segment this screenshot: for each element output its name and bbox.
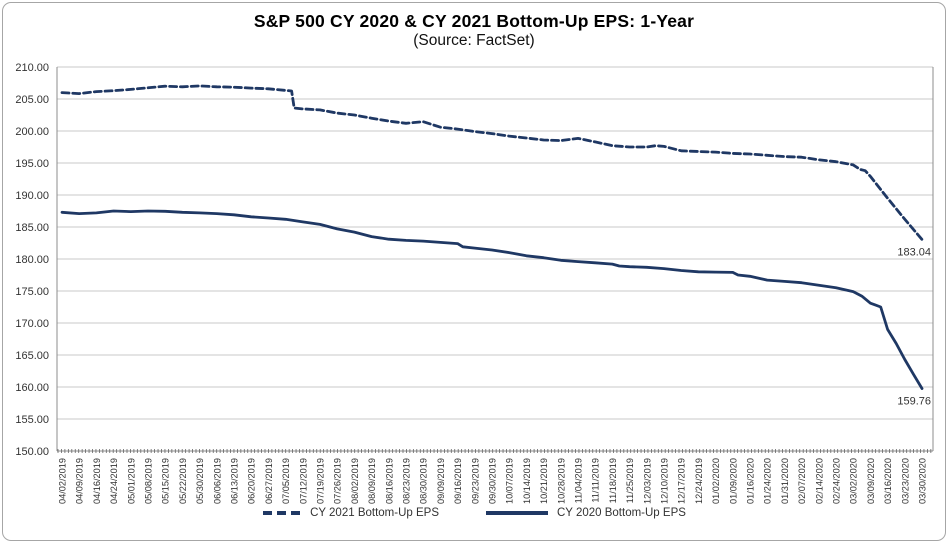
dashed-line-key-icon	[263, 511, 302, 515]
x-tick-label: 09/23/2019	[470, 458, 480, 504]
y-tick-label: 210.00	[15, 62, 49, 74]
x-tick-label: 08/30/2019	[419, 458, 429, 504]
x-tick-label: 02/07/2020	[797, 458, 807, 504]
y-tick-label: 205.00	[15, 94, 49, 106]
legend-item-cy2021: CY 2021 Bottom-Up EPS	[262, 507, 439, 519]
x-tick-label: 12/10/2019	[660, 458, 670, 504]
y-tick-label: 160.00	[15, 382, 49, 394]
x-tick-label: 01/24/2020	[763, 458, 773, 504]
y-tick-label: 185.00	[15, 222, 49, 234]
x-tick-label: 01/16/2020	[746, 458, 756, 504]
x-tick-label: 11/11/2019	[591, 458, 601, 503]
y-tick-label: 165.00	[15, 350, 49, 362]
x-tick-label: 05/01/2019	[126, 458, 136, 504]
x-tick-label: 05/30/2019	[195, 458, 205, 504]
legend-label-cy2020: CY 2020 Bottom-Up EPS	[557, 507, 686, 519]
legend-label-cy2021: CY 2021 Bottom-Up EPS	[310, 507, 439, 519]
y-tick-label: 155.00	[15, 414, 49, 426]
x-tick-label: 05/22/2019	[178, 458, 188, 504]
x-tick-label: 09/16/2019	[453, 458, 463, 504]
x-tick-label: 04/16/2019	[92, 458, 102, 504]
x-tick-label: 03/02/2020	[849, 458, 859, 504]
x-tick-label: 02/24/2020	[832, 458, 842, 504]
x-tick-label: 07/26/2019	[333, 458, 343, 504]
legend: CY 2021 Bottom-Up EPS CY 2020 Bottom-Up …	[0, 507, 948, 519]
x-tick-label: 05/15/2019	[161, 458, 171, 504]
x-tick-label: 07/19/2019	[316, 458, 326, 504]
y-tick-label: 180.00	[15, 254, 49, 266]
x-tick-label: 10/07/2019	[505, 458, 515, 504]
end-value-annotation: 183.04	[897, 247, 931, 259]
x-tick-label: 02/14/2020	[814, 458, 824, 504]
x-tick-label: 12/03/2019	[642, 458, 652, 504]
x-tick-label: 10/28/2019	[556, 458, 566, 504]
x-tick-label: 08/02/2019	[350, 458, 360, 504]
y-tick-label: 170.00	[15, 318, 49, 330]
solid-line-key-icon	[486, 511, 548, 515]
x-tick-label: 04/09/2019	[75, 458, 85, 504]
series-line-cy2020	[60, 209, 924, 390]
y-tick-label: 190.00	[15, 190, 49, 202]
x-tick-label: 04/02/2019	[58, 458, 68, 504]
legend-item-cy2020: CY 2020 Bottom-Up EPS	[485, 507, 686, 519]
x-tick-label: 12/17/2019	[677, 458, 687, 504]
x-tick-label: 01/31/2020	[780, 458, 790, 504]
x-tick-label: 11/25/2019	[625, 458, 635, 503]
x-tick-label: 10/14/2019	[522, 458, 532, 504]
x-tick-label: 08/09/2019	[367, 458, 377, 504]
x-tick-label: 04/24/2019	[109, 458, 119, 504]
x-axis-tick-comb	[57, 449, 932, 453]
x-tick-label: 03/16/2020	[883, 458, 893, 504]
x-tick-label: 06/27/2019	[264, 458, 274, 504]
x-tick-label: 07/12/2019	[298, 458, 308, 504]
x-tick-label: 07/05/2019	[281, 458, 291, 504]
y-tick-label: 150.00	[15, 446, 49, 458]
chart-title: S&P 500 CY 2020 & CY 2021 Bottom-Up EPS:…	[253, 11, 695, 31]
x-tick-label: 06/20/2019	[247, 458, 257, 504]
x-tick-label: 08/16/2019	[384, 458, 394, 504]
x-tick-label: 12/24/2019	[694, 458, 704, 504]
x-tick-label: 11/04/2019	[574, 458, 584, 503]
x-tick-label: 06/06/2019	[212, 458, 222, 504]
x-tick-label: 01/09/2020	[728, 458, 738, 504]
x-tick-label: 09/09/2019	[436, 458, 446, 504]
x-tick-label: 06/13/2019	[230, 458, 240, 504]
x-tick-label: 11/18/2019	[608, 458, 618, 503]
chart-subtitle: (Source: FactSet)	[413, 32, 535, 49]
y-tick-label: 195.00	[15, 158, 49, 170]
x-tick-label: 09/30/2019	[488, 458, 498, 504]
x-tick-label: 10/21/2019	[539, 458, 549, 504]
x-tick-label: 01/02/2020	[711, 458, 721, 504]
y-tick-label: 200.00	[15, 126, 49, 138]
end-value-annotation: 159.76	[897, 396, 931, 408]
x-tick-label: 03/09/2020	[866, 458, 876, 504]
x-tick-label: 03/30/2020	[918, 458, 928, 504]
x-tick-label: 05/08/2019	[144, 458, 154, 504]
x-tick-label: 03/23/2020	[900, 458, 910, 504]
series-line-cy2021	[60, 84, 924, 241]
x-tick-label: 08/23/2019	[402, 458, 412, 504]
y-tick-label: 175.00	[15, 286, 49, 298]
